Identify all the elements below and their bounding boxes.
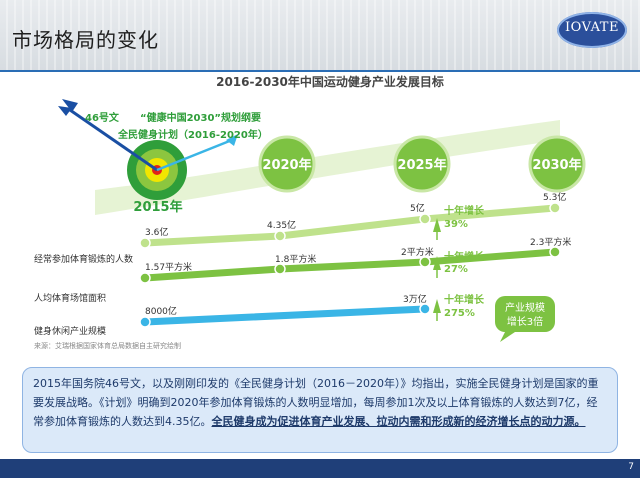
dot-industry-2	[419, 303, 431, 315]
growth-value-venue: 27%	[444, 264, 468, 275]
growth-value-people: 39%	[444, 219, 468, 230]
iovate-logo: IOVATE	[557, 12, 627, 48]
dart-shaft-right	[156, 138, 233, 172]
growth-title-people: 十年增长	[444, 204, 485, 217]
dot-industry-1	[139, 316, 151, 328]
up-arrow-people	[433, 218, 441, 232]
value-people-2030: 5.3亿	[543, 191, 566, 203]
summary-text: 2015年国务院46号文，以及刚刚印发的《全民健身计划（2016－2020年）》…	[33, 377, 599, 428]
up-arrow-venue	[433, 256, 441, 270]
dot-people-2	[274, 230, 286, 242]
dot-venue-1	[139, 272, 151, 284]
row-label-industry: 健身休闲产业规模	[34, 325, 106, 337]
milestone-circle-2020	[258, 135, 316, 193]
header-texture	[0, 0, 640, 70]
growth-value-industry: 275%	[444, 308, 475, 319]
milestone-label-2025: 2025年	[397, 157, 446, 173]
value-people-2025: 5亿	[410, 202, 425, 214]
dart-arrow-icon	[58, 99, 158, 172]
line-industry	[141, 305, 429, 326]
badge-background	[495, 296, 555, 332]
up-arrow-industry	[433, 299, 441, 313]
dot-people-1	[139, 237, 151, 249]
slide-title: 市场格局的变化	[12, 28, 159, 52]
growth-title-industry: 十年增长	[444, 293, 485, 306]
value-venue-2020: 1.8平方米	[275, 253, 316, 265]
source-note: 来源：艾瑞根据国家体育总局数据自主研究绘制	[34, 341, 181, 350]
callout-line-3: 全民健身计划（2016-2020年）	[117, 128, 268, 141]
row-label-people: 经常参加体育锻炼的人数	[34, 253, 133, 265]
milestone-2025: 2025年	[393, 135, 451, 193]
diagram-area: 2016-2030年中国运动健身产业发展目标 46号文 “健康中国2030”规划…	[0, 72, 640, 362]
green-ribbon	[95, 120, 560, 215]
value-venue-2030: 2.3平方米	[530, 236, 571, 248]
badge-pointer	[500, 332, 515, 342]
dart-shaft-left	[69, 108, 158, 172]
dart-fletch-right	[226, 134, 238, 146]
badge-line-2: 增长3倍	[507, 315, 543, 328]
milestone-label-2020: 2020年	[262, 157, 311, 173]
value-industry-2025: 3万亿	[403, 293, 427, 305]
slide-footer: 7	[0, 459, 640, 478]
header-divider	[0, 70, 640, 72]
dot-venue-2	[274, 263, 286, 275]
industry-growth-badge: 产业规模 增长3倍	[495, 296, 555, 342]
dot-venue-3	[419, 256, 431, 268]
page-number: 7	[628, 462, 634, 472]
dart-fletch-left-2	[58, 106, 72, 116]
value-people-2020: 4.35亿	[267, 219, 296, 231]
value-industry-2015: 8000亿	[145, 305, 177, 317]
growth-diagram: 2016-2030年中国运动健身产业发展目标 46号文 “健康中国2030”规划…	[34, 74, 586, 350]
value-venue-2025: 2平方米	[401, 246, 434, 258]
milestone-2030: 2030年	[528, 135, 586, 193]
up-arrow-icon	[433, 218, 441, 321]
milestone-circle-2025	[393, 135, 451, 193]
value-people-2015: 3.6亿	[145, 226, 168, 238]
growth-title-venue: 十年增长	[444, 250, 485, 263]
summary-box: 2015年国务院46号文，以及刚刚印发的《全民健身计划（2016－2020年）》…	[22, 367, 618, 453]
milestone-circle-2030	[528, 135, 586, 193]
milestone-label-2030: 2030年	[532, 157, 581, 173]
dot-people-3	[419, 213, 431, 225]
line-venue	[141, 248, 559, 282]
dot-venue-4	[549, 246, 561, 258]
logo-text: IOVATE	[565, 20, 619, 35]
line-people	[141, 204, 559, 247]
slide-header: 市场格局的变化 IOVATE	[0, 0, 640, 70]
summary-emphasis: 全民健身成为促进体育产业发展、拉动内需和形成新的经济增长点的动力源。	[211, 415, 586, 428]
badge-line-1: 产业规模	[505, 301, 545, 314]
callout-line-1: 46号文	[85, 111, 120, 124]
milestone-2020: 2020年	[258, 135, 316, 193]
row-label-venue: 人均体育场馆面积	[34, 292, 106, 304]
callout-line-2: “健康中国2030”规划纲要	[140, 111, 261, 124]
milestone-2015: 2015年	[133, 199, 182, 215]
row-dots	[139, 202, 561, 328]
value-venue-2015: 1.57平方米	[145, 261, 192, 273]
dart-arrow-icon	[156, 134, 238, 172]
dart-fletch-left	[62, 99, 78, 112]
diagram-title: 2016-2030年中国运动健身产业发展目标	[216, 74, 444, 89]
dot-people-4	[549, 202, 561, 214]
